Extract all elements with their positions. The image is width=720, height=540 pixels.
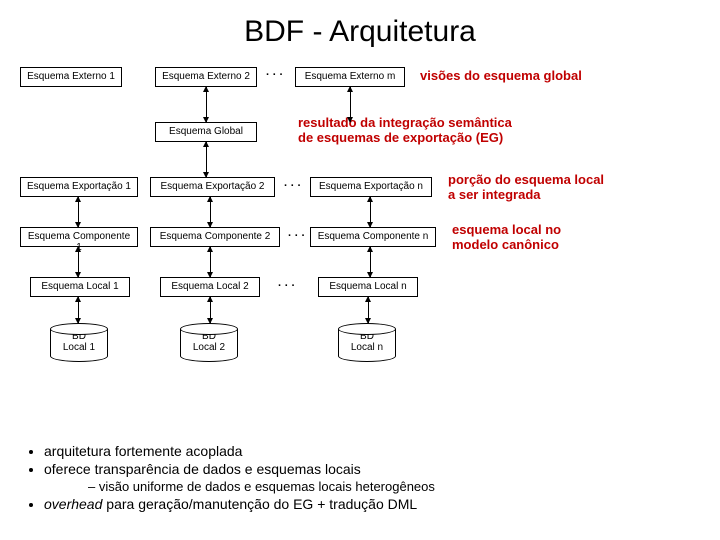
schema-box: Esquema Local 2	[160, 277, 260, 297]
annotation: esquema local no modelo canônico	[452, 222, 561, 252]
schema-box: Esquema Global	[155, 122, 257, 142]
bidir-arrow	[368, 297, 369, 323]
page-title: BDF - Arquitetura	[20, 15, 700, 49]
schema-box: Esquema Componente 2	[150, 227, 280, 247]
bidir-arrow	[370, 247, 371, 277]
schema-box: Esquema Local n	[318, 277, 418, 297]
bullet-item: oferece transparência de dados e esquema…	[44, 461, 700, 477]
schema-box: Esquema Exportação 2	[150, 177, 275, 197]
ellipsis: · · ·	[284, 180, 301, 192]
database-cylinder: BD Local 2	[180, 323, 238, 362]
bidir-arrow	[206, 87, 207, 122]
ellipsis: · · ·	[288, 230, 305, 242]
architecture-diagram: Esquema Externo 1 Esquema Externo 2 Esquem…	[20, 67, 700, 437]
bidir-arrow	[370, 197, 371, 227]
bullet-item: arquitetura fortemente acoplada	[44, 443, 700, 459]
bidir-arrow	[350, 87, 351, 122]
bidir-arrow	[206, 142, 207, 177]
bidir-arrow	[78, 297, 79, 323]
database-cylinder: BD Local n	[338, 323, 396, 362]
sub-bullet: visão uniforme de dados e esquemas locai…	[44, 479, 700, 494]
bidir-arrow	[78, 197, 79, 227]
annotation: porção do esquema local a ser integrada	[448, 172, 604, 202]
bidir-arrow	[210, 247, 211, 277]
schema-box: Esquema Exportação 1	[20, 177, 138, 197]
bidir-arrow	[210, 197, 211, 227]
bullet-list: arquitetura fortemente acoplada oferece t…	[20, 443, 700, 512]
schema-box: Esquema Exportação n	[310, 177, 432, 197]
schema-box: Esquema Externo 1	[20, 67, 122, 87]
bullet-item: overhead para geração/manutenção do EG +…	[44, 496, 700, 512]
schema-box: Esquema Externo m	[295, 67, 405, 87]
ellipsis: · · ·	[266, 69, 283, 81]
annotation: resultado da integração semântica de esq…	[298, 115, 512, 145]
database-cylinder: BD Local 1	[50, 323, 108, 362]
annotation: visões do esquema global	[420, 68, 582, 83]
bidir-arrow	[210, 297, 211, 323]
schema-box: Esquema Componente 1	[20, 227, 138, 247]
bidir-arrow	[78, 247, 79, 277]
ellipsis: · · ·	[278, 280, 295, 292]
schema-box: Esquema Local 1	[30, 277, 130, 297]
schema-box: Esquema Externo 2	[155, 67, 257, 87]
schema-box: Esquema Componente n	[310, 227, 436, 247]
